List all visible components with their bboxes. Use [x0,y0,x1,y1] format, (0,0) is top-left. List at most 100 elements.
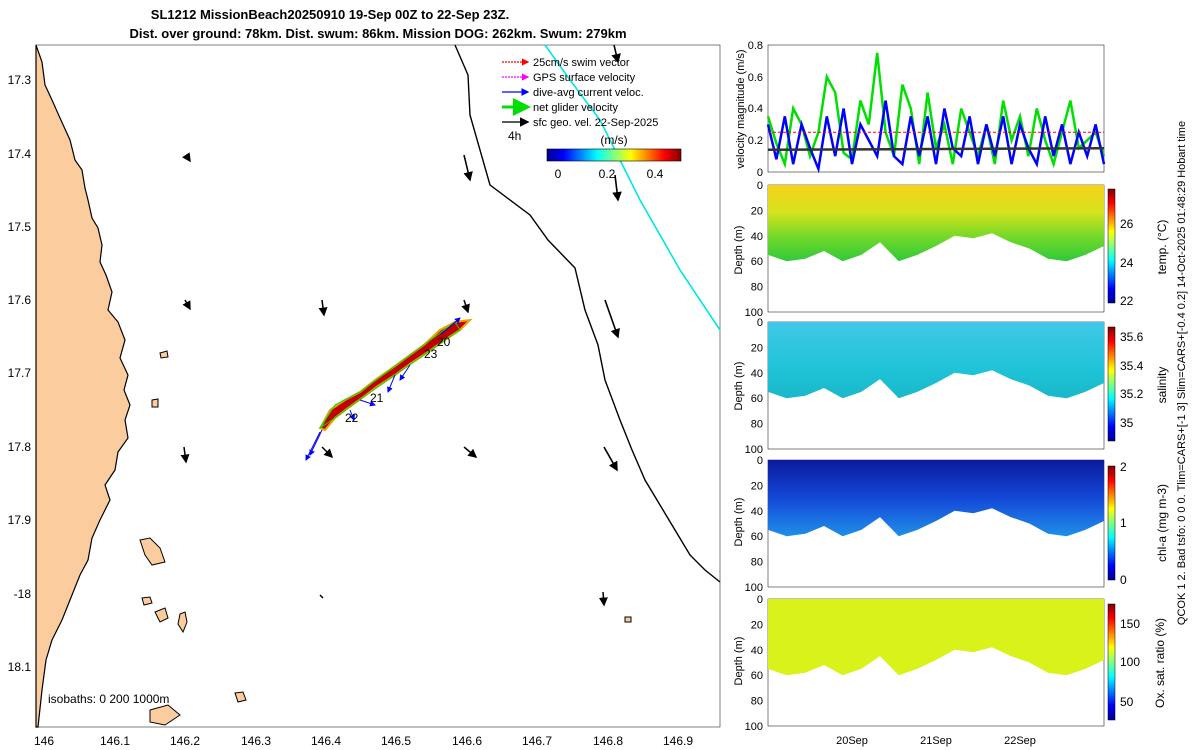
depth-tick: 80 [751,696,763,708]
legend-label: sfc geo. vel. 22-Sep-2025 [533,117,658,129]
map-panel: 20 23 21 22 146 146.1 146.2 146.3 146.4 … [8,44,721,748]
day-label: 22 [345,411,359,425]
velocity-panel: velocity magnitude (m/s) 0 0.2 0.4 0.6 0… [735,40,1106,179]
sal-cbar-label: salinity [1155,367,1169,404]
cyan-track-line [544,44,721,331]
legend-label: 25cm/s swim vector [533,57,630,69]
salinity-panel: Depth (m) 0 20 40 60 80 100 35 35.2 35.4 35.6… [733,317,1169,456]
chla-cbar-tick: 1 [1120,516,1127,530]
depth-ticks: 0 20 40 60 80 100 [745,594,763,733]
depth-tick: 60 [751,670,763,682]
sal-cbar-tick: 35.2 [1120,387,1144,401]
geo-velocity-arrows [180,44,622,607]
colorbar-tick: 0.4 [647,167,664,181]
interval-label: 4h [508,129,521,143]
salinity-colorbar [1107,326,1116,442]
velocity-ylabel: velocity magnitude (m/s) [735,49,747,168]
lon-tick: 146.8 [593,734,623,748]
lon-tick: 146.7 [522,734,552,748]
ox-cbar-label: Ox. sat. ratio (%) [1153,618,1167,708]
depth-ylabel: Depth (m) [733,226,745,275]
ox-cbar-tick: 150 [1120,617,1140,631]
island [154,607,169,623]
depth-tick: 100 [745,307,763,319]
island [139,537,166,566]
oxygen-panel: Depth (m) 0 20 40 60 80 100 50 100 150 Ox. sa… [733,594,1167,733]
lat-tick: 17.5 [8,220,32,234]
title-line2: Dist. over ground: 78km. Dist. swum: 86k… [129,26,626,41]
depth-tick: 100 [745,721,763,733]
speed-colorbar: (m/s) 0 0.2 0.4 [546,133,682,181]
chla-section-fill [768,460,1104,537]
chla-colorbar [1107,465,1116,581]
side-note: QCOK 1 2. Bad tsfo: 0 0 0. Tlim=CARS+[-1… [1176,121,1188,625]
depth-tick: 0 [757,180,763,192]
mainland-coastline [35,44,131,728]
oxygen-colorbar [1107,603,1116,721]
speed-colorbar-title: (m/s) [600,133,627,147]
island [149,704,181,726]
temp-section-fill [768,185,1104,262]
isobaths-label: isobaths: 0 200 1000m [48,692,169,706]
sal-cbar-tick: 35.6 [1120,330,1144,344]
lat-tick: 17.6 [8,293,32,307]
depth-tick: 80 [751,557,763,569]
depth-ticks: 0 20 40 60 80 100 [745,180,763,319]
date-tick: 22Sep [1004,735,1036,747]
depth-tick: 100 [745,582,763,594]
temp-cbar-tick: 26 [1120,217,1134,231]
temp-cbar-label: temp. (°C) [1155,220,1169,275]
chla-cbar-tick: 2 [1120,460,1127,474]
chla-cbar-label: chl-a (mg m-3) [1155,484,1169,562]
speed-colorbar-gradient [546,148,682,162]
island [177,611,188,634]
salinity-section-fill [768,322,1104,399]
island [624,616,632,623]
velocity-ytick: 0.6 [748,72,763,84]
depth-tick: 20 [751,480,763,492]
depth-tick: 40 [751,231,763,243]
velocity-series-line [767,146,1105,152]
sal-cbar-tick: 35.4 [1120,359,1144,373]
temp-cbar-tick: 22 [1120,294,1134,308]
depth-tick: 20 [751,619,763,631]
lon-tick: 146.6 [452,734,482,748]
velocity-series [766,52,1106,174]
lat-tick: 17.7 [8,366,32,380]
depth-tick: 40 [751,506,763,518]
depth-tick: 60 [751,256,763,268]
depth-tick: 100 [745,444,763,456]
net-velocity-segments [319,321,461,429]
depth-ticks: 0 20 40 60 80 100 [745,455,763,594]
island [151,398,159,408]
temp-cbar-tick: 24 [1120,256,1134,270]
legend-label: dive-avg current veloc. [533,87,644,99]
depth-ylabel: Depth (m) [733,637,745,686]
lat-tick: 17.4 [8,147,32,161]
velocity-ytick: 0 [757,167,763,179]
oxygen-section-fill [768,599,1104,676]
ox-cbar-tick: 50 [1120,695,1134,709]
depth-tick: 20 [751,342,763,354]
lon-tick: 146.9 [663,734,693,748]
velocity-ytick: 0.4 [748,103,763,115]
title-line1: SL1212 MissionBeach20250910 19-Sep 00Z t… [151,7,509,22]
day-label: 23 [424,347,438,361]
island [159,350,169,359]
depth-tick: 80 [751,419,763,431]
velocity-series-line [766,100,1106,174]
isobath-1000m [454,44,721,583]
depth-tick: 80 [751,282,763,294]
depth-tick: 60 [751,531,763,543]
temp-colorbar [1107,188,1116,304]
date-tick: 20Sep [836,735,868,747]
depth-tick: 40 [751,645,763,657]
lat-tick: -18 [14,587,32,601]
depth-tick: 0 [757,317,763,329]
island [234,691,247,703]
legend-label: net glider velocity [533,102,618,114]
colorbar-tick: 0.2 [599,167,616,181]
chla-panel: Depth (m) 0 20 40 60 80 100 0 1 2 chl-a (mg m… [733,455,1169,594]
depth-ylabel: Depth (m) [733,498,745,547]
